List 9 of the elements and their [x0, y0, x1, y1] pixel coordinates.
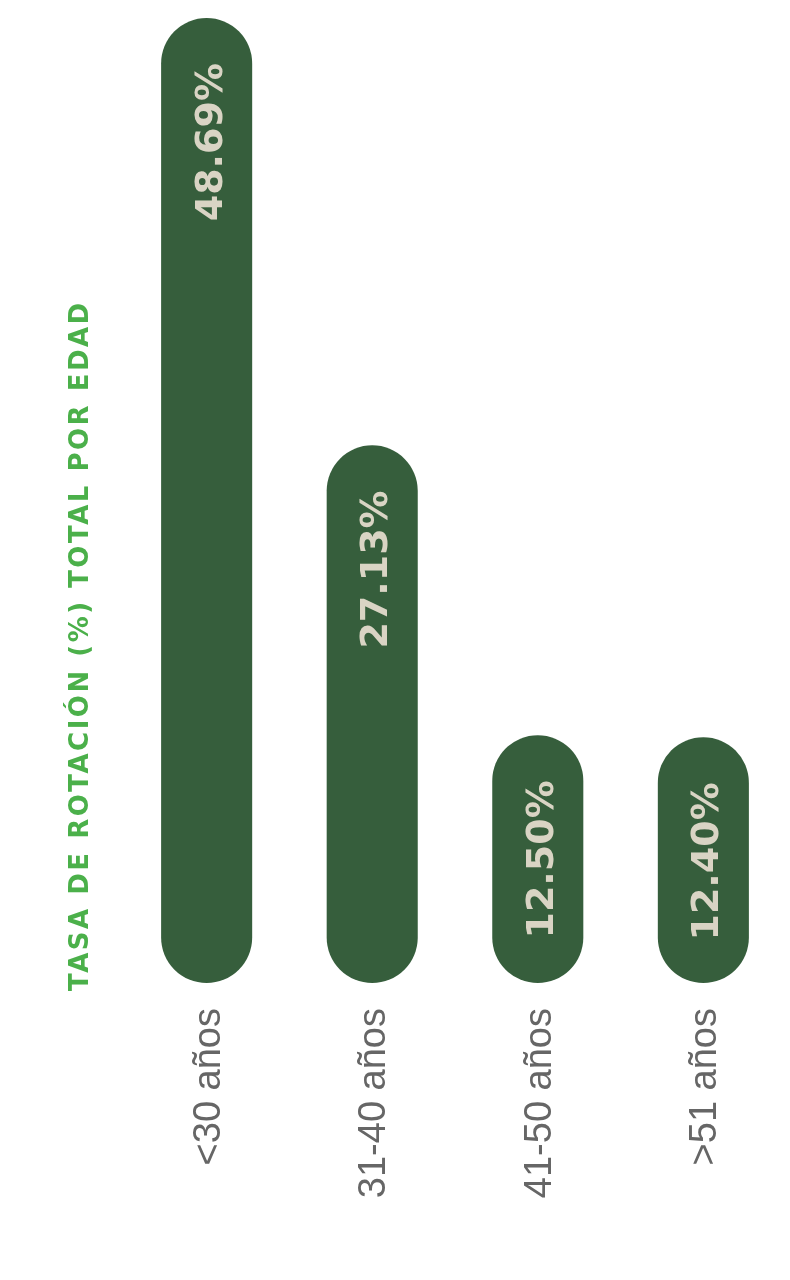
data-label: 27.13% — [352, 490, 397, 649]
x-tick-label: 31-40 años — [351, 1008, 394, 1199]
data-label: 48.69% — [186, 63, 231, 222]
text: TASA DE ROTACIÓN (%) TOTAL POR EDAD — [63, 300, 94, 991]
data-label: 12.50% — [517, 780, 562, 939]
x-tick-label: 41-50 años — [516, 1008, 559, 1199]
x-tick-label: >51 años — [682, 1008, 725, 1166]
data-label: 12.40% — [683, 782, 728, 941]
x-tick-label: <30 años — [185, 1008, 228, 1166]
